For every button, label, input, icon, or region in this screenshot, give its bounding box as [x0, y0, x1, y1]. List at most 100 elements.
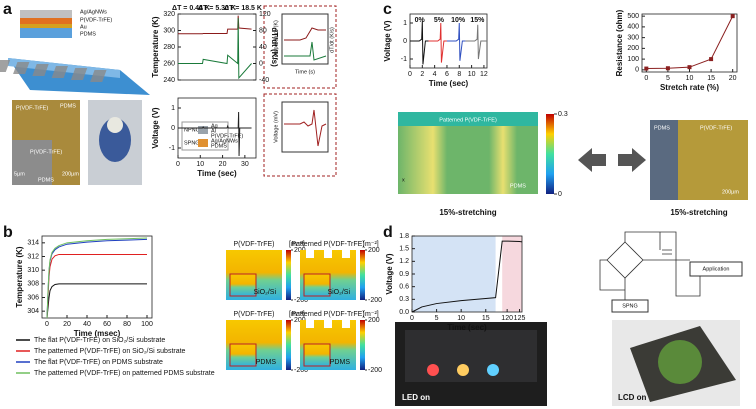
series-line	[178, 18, 252, 80]
series-line	[446, 22, 466, 61]
y-tick-label: 280	[163, 44, 175, 51]
legend-text: P(VDF-TrFE)	[211, 133, 243, 139]
y-tick-label: 320	[163, 11, 175, 18]
x-tick-label: 20	[729, 75, 737, 82]
circuit	[599, 231, 701, 304]
series-line	[428, 22, 447, 63]
map-pattern	[342, 250, 350, 258]
y-tick-label: 312	[27, 253, 39, 260]
y2-tick-label: -40	[259, 77, 269, 84]
y-tick-label: 0.0	[399, 309, 409, 316]
inset-curve	[284, 41, 327, 61]
circuit-label: SPNG	[622, 303, 638, 309]
legend-text: Ag/AgNWs	[211, 138, 238, 144]
x-axis-label: Time (sec)	[429, 79, 469, 88]
x-tick-label: 6	[445, 71, 449, 78]
inset-frame	[263, 93, 337, 177]
colorbar-tick-label: 0	[558, 191, 562, 198]
y-tick-label: 0	[403, 38, 407, 45]
caption: 15%-stretching	[439, 208, 496, 217]
micrograph-label: PDMS	[38, 177, 54, 183]
series-line	[411, 240, 523, 313]
panel-label: d	[383, 224, 393, 241]
layer-label: PDMS	[80, 31, 96, 37]
legend-label: The flat P(VDF-TrFE) on SiO₂/Si substrat…	[34, 337, 165, 344]
y-tick-label: 400	[627, 24, 639, 31]
inset-label: Time (s)	[295, 69, 315, 75]
y-tick-label: 0.6	[399, 284, 409, 291]
y-tick-label: 500	[627, 13, 639, 20]
y-tick-label: 1	[171, 105, 175, 112]
series-line	[178, 15, 252, 35]
colorbar-unit: [m⁻²]	[363, 311, 379, 318]
photo-detail	[658, 340, 702, 384]
x-axis-label: Stretch rate (%)	[660, 83, 719, 92]
x-tick-label: 12	[480, 71, 488, 78]
photo-region	[650, 120, 678, 200]
scale-label: 200µm	[62, 171, 79, 177]
colorbar	[546, 114, 554, 194]
annotation: 10%	[451, 17, 466, 24]
y-tick-label: -1	[169, 145, 175, 152]
x-tick-label: 125	[514, 315, 526, 322]
y2-tick-label: 80	[259, 27, 267, 34]
micrograph-label: P(VDF-TrFE)	[16, 105, 48, 111]
x-tick-label: 0	[644, 75, 648, 82]
annotation: ΔT = 0.44 K	[172, 5, 210, 12]
x-tick-label: 80	[123, 321, 131, 328]
colorbar	[360, 320, 365, 370]
data-point	[687, 65, 692, 70]
colorbar-tick-label: -200	[368, 367, 382, 374]
panel-label: b	[3, 224, 13, 241]
annotation: ΔT = 5.30 K	[198, 5, 236, 12]
y-axis-label: Temperature (K)	[151, 16, 160, 78]
y-tick-label: 0.9	[399, 271, 409, 278]
photo-label: PDMS	[654, 125, 670, 131]
sim-axis: x	[402, 177, 405, 183]
colorbar	[360, 250, 365, 300]
device-illustration	[0, 10, 150, 95]
legend-label: The flat P(VDF-TrFE) on PDMS substrate	[34, 359, 163, 366]
shade-region	[412, 236, 496, 312]
x-tick-label: 8	[457, 71, 461, 78]
colorbar-tick-label: -200	[294, 367, 308, 374]
y-tick-label: 314	[27, 240, 39, 247]
inset-frame	[263, 5, 337, 89]
layer-label: Ag/AgNWs	[80, 9, 107, 15]
y-tick-label: 200	[627, 45, 639, 52]
circuit-box	[689, 261, 743, 277]
x-axis-label: Time (sec)	[197, 169, 237, 178]
x-tick-label: 40	[83, 321, 91, 328]
data-point	[644, 66, 649, 71]
caption: LCD on	[618, 393, 647, 402]
x-axis-label: Time (sec)	[447, 323, 487, 332]
y-tick-label: 1.8	[399, 233, 409, 240]
photo-detail	[107, 117, 123, 133]
panel-label: c	[383, 1, 392, 18]
led	[457, 364, 469, 376]
map-substrate: PDMS	[256, 359, 277, 366]
inset-curve	[284, 109, 327, 147]
data-point	[730, 14, 735, 19]
x-tick-label: 10	[468, 71, 476, 78]
y-tick-label: 1.5	[399, 246, 409, 253]
map-substrate: SiO₂/Si	[327, 289, 350, 296]
legend-label: The patterned P(VDF-TrFE) on patterned P…	[34, 370, 215, 377]
y-tick-label: 260	[163, 60, 175, 67]
series-line	[46, 283, 147, 319]
y-tick-label: 0	[635, 67, 639, 74]
data-point	[665, 66, 670, 71]
x-tick-label: 20	[219, 161, 227, 168]
series-line	[646, 15, 734, 70]
photo-detail	[99, 118, 131, 162]
arrow	[578, 148, 606, 172]
x-tick-label: 10	[686, 75, 694, 82]
legend-text: SPNG	[184, 140, 200, 146]
y-tick-label: 0.3	[399, 296, 409, 303]
panel-label: a	[3, 1, 12, 18]
colorbar-tick-label: 200	[294, 317, 306, 324]
legend-text: NPNG	[184, 127, 200, 133]
y-axis-label: Temperature (K)	[15, 246, 24, 308]
y-axis-label: Voltage (V)	[151, 107, 160, 149]
annotation: 0%	[415, 17, 426, 24]
